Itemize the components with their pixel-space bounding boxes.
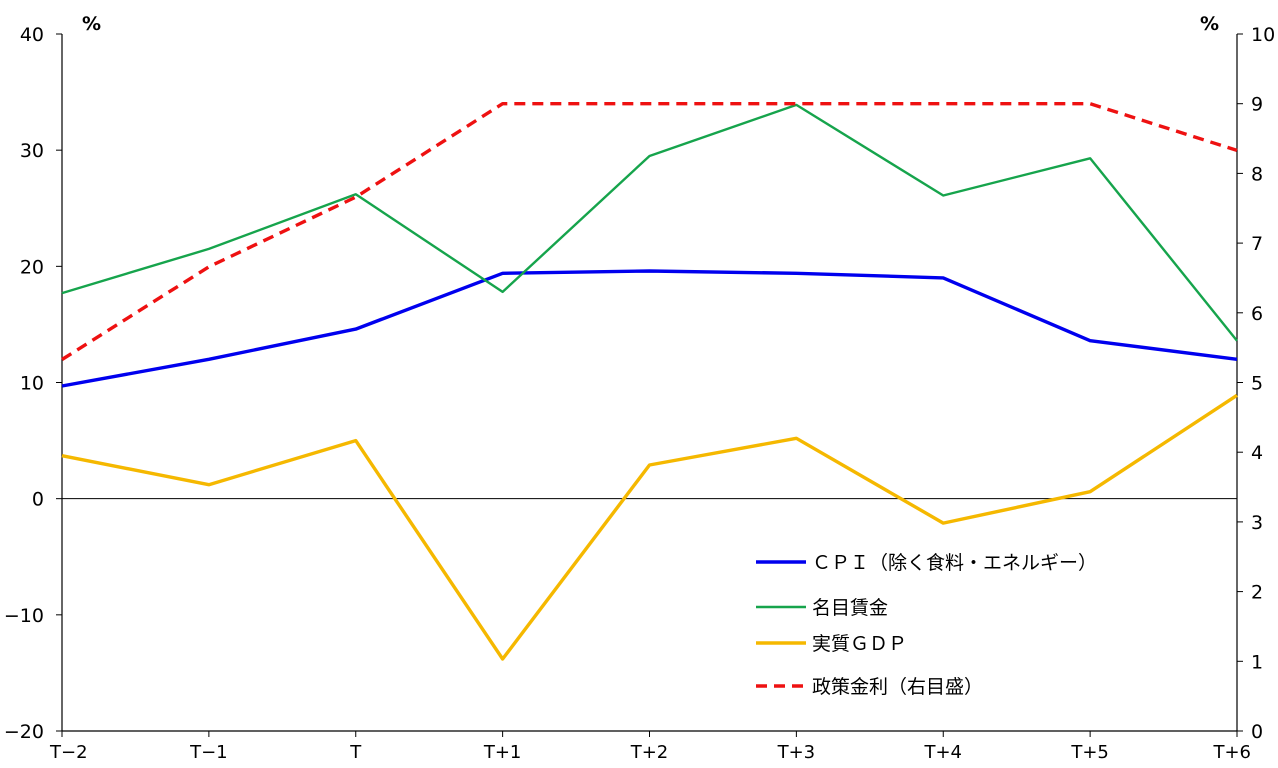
x-axis-tick-label: T+3 xyxy=(777,742,816,763)
x-axis-tick-label: T−2 xyxy=(49,742,88,763)
x-axis-tick-label: T+2 xyxy=(630,742,669,763)
legend-label: 名目賃金 xyxy=(812,597,888,619)
legend-label: ＣＰＩ（除く食料・エネルギー） xyxy=(812,552,1097,574)
right-axis-tick-label: 1 xyxy=(1251,651,1263,673)
x-axis-tick-label: T+1 xyxy=(483,742,522,763)
x-axis-tick-label: T+5 xyxy=(1070,742,1109,763)
right-axis-tick-label: 0 xyxy=(1251,721,1263,743)
x-axis-tick-label: T+4 xyxy=(923,742,962,763)
right-axis-tick-label: 2 xyxy=(1251,582,1263,604)
right-axis-unit: % xyxy=(1200,13,1219,35)
legend-label: 実質ＧＤＰ xyxy=(812,633,907,655)
right-axis-tick-label: 10 xyxy=(1251,24,1275,46)
right-axis-tick-label: 6 xyxy=(1251,303,1263,325)
right-axis-tick-label: 5 xyxy=(1251,373,1263,395)
left-axis-tick-label: −10 xyxy=(4,605,44,627)
left-axis-tick-label: 10 xyxy=(20,373,44,395)
right-axis-tick-label: 7 xyxy=(1251,233,1263,255)
x-axis-tick-label: T−1 xyxy=(189,742,228,763)
left-axis-tick-label: 20 xyxy=(20,256,44,278)
axes: −20 −10 0 10 20 30 40 0 1 2 3 4 5 6 7 8 9 10%% T−2 T−1 T T+1 T… xyxy=(4,13,1275,763)
cpi-line xyxy=(62,271,1237,386)
policy-rate-line xyxy=(62,104,1237,360)
x-axis-tick-label: T xyxy=(349,742,362,763)
right-axis-tick-label: 4 xyxy=(1251,442,1263,464)
nominal-wage-line xyxy=(62,105,1237,341)
left-axis-tick-label: 30 xyxy=(20,140,44,162)
right-axis-tick-label: 3 xyxy=(1251,512,1263,534)
real-gdp-line xyxy=(62,395,1237,659)
right-axis-tick-label: 8 xyxy=(1251,163,1263,185)
left-axis-tick-label: 40 xyxy=(20,24,44,46)
series-lines xyxy=(62,104,1237,659)
right-axis-tick-label: 9 xyxy=(1251,94,1263,116)
left-axis-tick-label: −20 xyxy=(4,721,44,743)
x-axis-tick-label: T+6 xyxy=(1212,742,1251,763)
left-axis-unit: % xyxy=(82,13,101,35)
left-axis-tick-label: 0 xyxy=(32,489,44,511)
legend-label: 政策金利（右目盛） xyxy=(812,676,983,698)
